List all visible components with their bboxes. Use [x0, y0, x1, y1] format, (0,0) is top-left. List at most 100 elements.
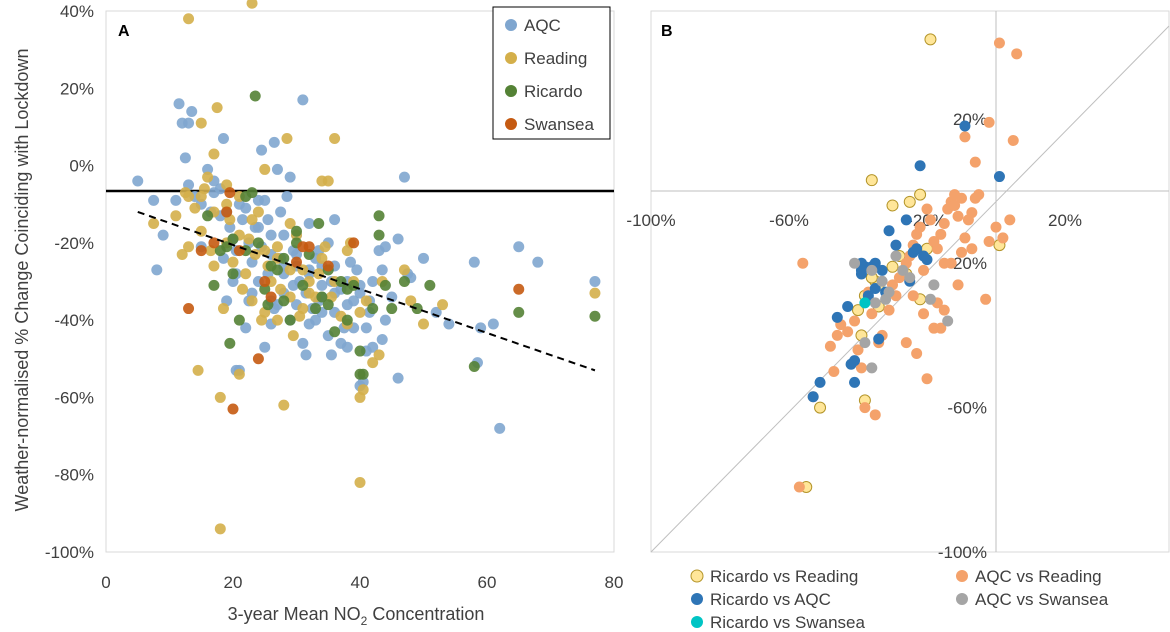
panel-b-point — [921, 203, 933, 215]
panel-a-trendline — [137, 210, 596, 372]
panel-a-point — [354, 306, 366, 318]
panel-a-point — [132, 175, 144, 187]
panel-a-series-ricardo — [202, 90, 601, 380]
panel-a-point — [300, 349, 312, 361]
panel-a-point — [217, 303, 229, 315]
panel-a-point — [240, 202, 252, 214]
panel-a-point — [303, 287, 315, 299]
panel-b-point — [824, 340, 836, 352]
panel-b-point — [886, 199, 899, 212]
panel-b-point — [842, 326, 854, 338]
panel-a-point — [217, 133, 229, 145]
panel-a-point — [325, 349, 337, 361]
panel-a-point — [252, 353, 264, 365]
panel-b-point — [859, 297, 871, 309]
panel-a-point — [367, 276, 379, 287]
panel-a-x-tick-label: 20 — [224, 573, 243, 592]
panel-a-point — [211, 102, 223, 114]
panel-b-point — [969, 156, 981, 168]
panel-a-point — [179, 152, 191, 164]
panel-a-point — [183, 117, 195, 129]
panel-b-legend-label: Ricardo vs Swansea — [710, 613, 866, 632]
panel-b-point — [938, 217, 950, 229]
panel-a-point — [360, 322, 372, 334]
panel-a-series-aqc — [132, 94, 601, 434]
panel-a-x-axis-title: 3-year Mean NO2 Concentration — [228, 604, 485, 628]
panel-a-point — [392, 372, 404, 384]
panel-a-point — [240, 268, 252, 280]
panel-a-point — [322, 260, 334, 272]
panel-b-series-aqc-vs-reading — [793, 37, 1023, 493]
panel-a-point — [367, 341, 379, 353]
panel-a-point — [319, 241, 331, 253]
panel-b-legend-label: Ricardo vs Reading — [710, 567, 858, 586]
panel-b-point — [828, 366, 840, 377]
panel-a-point — [392, 233, 404, 245]
panel-a-point — [268, 136, 280, 148]
panel-a-point — [487, 318, 499, 330]
panel-a-point — [271, 314, 283, 326]
panel-a-point — [291, 225, 302, 237]
panel-a-point — [227, 268, 239, 280]
panel-a-point — [513, 283, 525, 295]
panel-a-point — [348, 237, 360, 249]
panel-a-point — [357, 384, 369, 396]
panel-a-point — [303, 241, 315, 253]
panel-a-point — [259, 341, 271, 353]
panel-b-point — [1011, 48, 1023, 60]
panel-b-x-tick-label: 20% — [1048, 211, 1082, 230]
panel-b-point — [859, 402, 871, 414]
panel-a-point — [195, 190, 207, 202]
panel-a-point — [246, 0, 258, 9]
panel-a-point — [341, 283, 353, 295]
panel-a-x-tick-label: 40 — [351, 573, 370, 592]
panel-a-point — [237, 214, 249, 226]
panel-a-point — [224, 187, 236, 199]
panel-a-point — [418, 252, 429, 264]
panel-b-point — [873, 333, 885, 345]
panel-b-point — [866, 362, 878, 374]
panel-b-point — [900, 337, 912, 349]
panel-a-point — [468, 361, 480, 373]
panel-a-point — [157, 229, 169, 241]
panel-b-point — [904, 272, 916, 284]
panel-b-point — [990, 221, 1002, 233]
panel-a-point — [287, 330, 299, 342]
panel-b-point — [914, 221, 926, 233]
panel-a-point — [214, 391, 226, 403]
panel-b-point — [921, 254, 933, 266]
panel-a-point — [468, 256, 480, 268]
panel-b-point — [831, 329, 843, 341]
panel-a-point — [189, 202, 201, 214]
panel-b-legend-marker — [690, 569, 704, 583]
panel-a-point — [351, 264, 363, 276]
panel-b-point — [855, 362, 867, 374]
panel-b-point — [890, 250, 902, 262]
panel-b-point — [973, 189, 985, 201]
panel-a-point — [281, 133, 293, 145]
panel-a-point — [252, 206, 264, 218]
panel-b-point — [918, 264, 930, 276]
panel-a-point — [252, 194, 264, 206]
panel-b-frame — [650, 10, 1170, 553]
panel-a-point — [148, 218, 160, 230]
panel-b-point — [883, 304, 895, 316]
panel-a-point — [398, 264, 410, 276]
panel-a-point — [367, 303, 379, 315]
panel-a-point — [379, 241, 391, 253]
panel-b-point — [869, 297, 881, 309]
panel-b-point — [814, 401, 827, 414]
panel-a-point — [233, 314, 245, 326]
panel-a-point — [252, 237, 264, 249]
panel-a-y-tick-label: 20% — [60, 79, 94, 98]
panel-a-point — [329, 214, 341, 226]
panel-b-legend-marker — [956, 570, 968, 582]
panel-b-point — [924, 293, 936, 305]
panel-b-legend-label: Ricardo vs AQC — [710, 590, 831, 609]
panel-a-point — [183, 190, 195, 202]
panel-b-point — [1007, 134, 1019, 146]
panel-b-series-aqc-vs-swansea — [849, 250, 954, 374]
panel-b-point — [852, 344, 864, 356]
panel-b-legend-label: AQC vs Reading — [975, 567, 1102, 586]
panel-b-point — [900, 214, 912, 226]
